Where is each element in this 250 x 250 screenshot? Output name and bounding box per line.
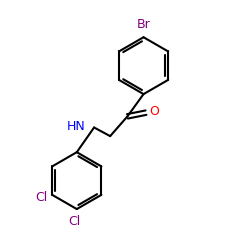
Text: HN: HN xyxy=(67,120,86,133)
Text: O: O xyxy=(150,105,160,118)
Text: Cl: Cl xyxy=(35,191,47,204)
Text: Cl: Cl xyxy=(68,215,80,228)
Text: Br: Br xyxy=(137,18,150,31)
